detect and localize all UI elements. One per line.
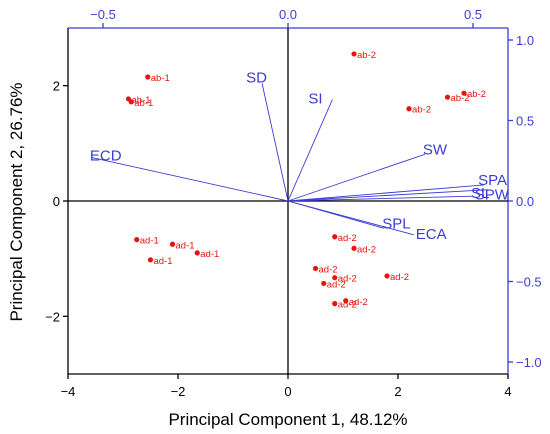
axis-ticks: −4 −2 0 2 4 −2 0 2 −0.5 0.0 0.5 −1.0 −0.5 0.0 0.5 1.0 (45, 7, 542, 399)
score-point (147, 257, 154, 263)
loading-vector-si (287, 99, 333, 202)
score-point (134, 237, 140, 243)
loading-vector-sd (261, 83, 289, 202)
right-tick-label: 0.5 (516, 114, 534, 129)
score-point (343, 298, 349, 304)
score-point-label: ab-1 (151, 73, 170, 84)
score-point (332, 301, 338, 307)
loading-label-spa: SPA (478, 172, 507, 189)
y-tick-label: 2 (53, 79, 60, 94)
x-tick-label: 2 (394, 384, 401, 399)
score-point-label: ad-2 (349, 297, 368, 308)
score-point (384, 273, 390, 279)
score-point (461, 90, 467, 96)
x-tick-label: −2 (171, 384, 186, 399)
score-points: ab-1ab-1ab-1ab-2ab-2ab-2ab-2ad-1 ad-1ad-1… (125, 50, 486, 311)
score-point-label: ad-2 (357, 244, 376, 255)
score-point (128, 99, 134, 105)
score-point-label: ab-1 (134, 98, 153, 109)
score-point-label: ad-1 (154, 256, 173, 267)
score-point (321, 280, 327, 287)
right-tick-label: 0.0 (516, 194, 534, 209)
score-point-label: ad-1 (200, 249, 219, 260)
y-tick-label: −2 (45, 309, 60, 324)
loading-label-sd: SD (246, 69, 267, 86)
score-point-label: ad-2 (338, 300, 357, 311)
score-point-label: ad-2 (327, 279, 346, 290)
score-point (145, 74, 151, 80)
score-point (406, 106, 412, 112)
score-point (351, 245, 357, 251)
right-tick-label: 1.0 (516, 33, 534, 48)
top-tick-label: −0.5 (90, 7, 116, 22)
y-tick-label: 0 (53, 194, 60, 209)
loading-label-spw: SPW (475, 187, 510, 204)
top-tick-label: 0.5 (464, 7, 482, 22)
right-tick-label: −0.5 (516, 275, 542, 290)
score-point (351, 51, 357, 57)
top-tick-label: 0.0 (279, 7, 297, 22)
score-point-label: ad-2 (319, 264, 338, 275)
score-point (332, 234, 338, 240)
score-point-label: ad-2 (338, 233, 357, 244)
score-point (444, 94, 451, 100)
score-point-label: ad-1 (176, 240, 195, 251)
loading-label-eca: ECA (416, 226, 447, 243)
score-point-label: ab-2 (467, 89, 486, 100)
score-point-label: ab-2 (357, 50, 376, 61)
x-tick-label: 4 (504, 384, 511, 399)
loading-vector-spw (287, 189, 488, 202)
loading-label-spl: SPL (382, 215, 410, 232)
loading-label-si: SI (308, 91, 322, 108)
score-point-label: ab-1 (132, 95, 151, 106)
x-tick-label: 0 (284, 384, 291, 399)
y-axis-title: Principal Component 2, 26.76% (7, 82, 26, 321)
loading-vector-sl (287, 195, 474, 202)
score-point-label: ad-2 (338, 274, 357, 285)
loading-vector-ecd (91, 157, 289, 202)
score-point-label: ab-2 (451, 93, 470, 104)
x-tick-label: −4 (61, 384, 76, 399)
loading-label-sl: SL (471, 185, 489, 202)
score-point-label: ad-2 (390, 272, 409, 283)
score-point (332, 275, 338, 281)
right-tick-label: −1.0 (516, 355, 542, 370)
loading-vector-spl (287, 200, 385, 229)
loading-vector-spa (287, 184, 485, 202)
loading-label-ecd: ECD (90, 148, 122, 165)
score-point (169, 241, 176, 247)
loading-label-sw: SW (423, 141, 448, 158)
score-point (312, 265, 319, 272)
x-axis-title: Principal Component 1, 48.12% (168, 410, 407, 429)
score-point (194, 250, 200, 256)
score-point-label: ad-1 (140, 236, 159, 247)
score-point-label: ab-2 (412, 105, 431, 116)
loading-vector-sw (287, 153, 426, 202)
